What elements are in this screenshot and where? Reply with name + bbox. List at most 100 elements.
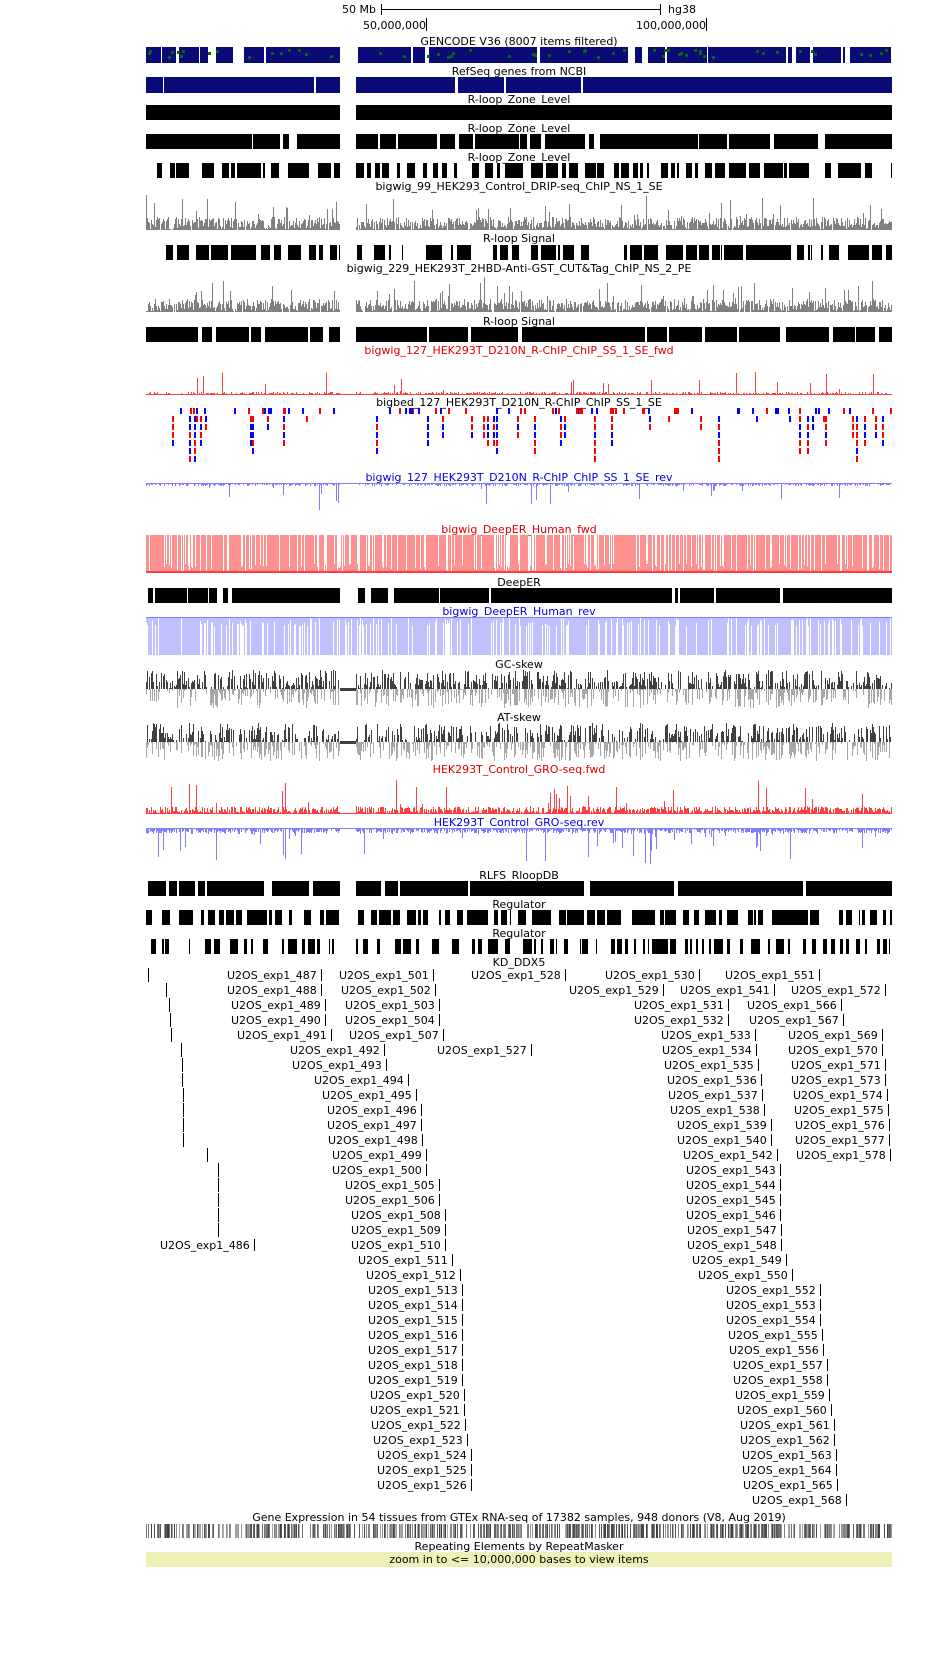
kd-ddx5-feature[interactable]: U2OS_exp1_502 (341, 984, 436, 997)
kd-ddx5-feature[interactable]: U2OS_exp1_534 (662, 1044, 757, 1057)
track-dense[interactable] (146, 134, 892, 149)
track-blue_wig_low[interactable] (146, 483, 892, 521)
kd-ddx5-feature[interactable]: U2OS_exp1_562 (740, 1434, 835, 1447)
kd-ddx5-feature[interactable]: U2OS_exp1_572 (791, 984, 886, 997)
kd-ddx5-feature[interactable]: U2OS_exp1_567 (749, 1014, 844, 1027)
track-label[interactable]: bigwig_127_HEK293T_D210N_R-ChIP_ChIP_SS_… (364, 344, 674, 357)
kd-ddx5-feature[interactable]: U2OS_exp1_550 (698, 1269, 793, 1282)
kd-ddx5-feature-mark[interactable] (218, 1223, 219, 1237)
kd-ddx5-feature[interactable]: U2OS_exp1_548 (687, 1239, 782, 1252)
kd-ddx5-feature[interactable]: U2OS_exp1_530 (605, 969, 700, 982)
kd-ddx5-feature-mark[interactable] (183, 1118, 184, 1132)
track-red_wig_low[interactable] (146, 358, 892, 395)
track-dense[interactable] (146, 588, 892, 603)
kd-ddx5-feature[interactable]: U2OS_exp1_499 (332, 1149, 427, 1162)
track-dense[interactable] (146, 881, 892, 896)
kd-ddx5-feature[interactable]: U2OS_exp1_495 (322, 1089, 417, 1102)
kd-ddx5-feature[interactable]: U2OS_exp1_506 (345, 1194, 440, 1207)
track-refseq[interactable] (146, 77, 892, 93)
track-label[interactable]: bigwig_99_HEK293_Control_DRIP-seq_ChIP_N… (375, 180, 663, 193)
kd-ddx5-feature[interactable]: U2OS_exp1_546 (686, 1209, 781, 1222)
kd-ddx5-feature[interactable]: U2OS_exp1_536 (667, 1074, 762, 1087)
kd-ddx5-feature[interactable]: U2OS_exp1_543 (686, 1164, 781, 1177)
kd-ddx5-feature[interactable]: U2OS_exp1_524 (377, 1449, 472, 1462)
track-sparse2[interactable] (146, 939, 892, 954)
kd-ddx5-feature[interactable]: U2OS_exp1_549 (692, 1254, 787, 1267)
kd-ddx5-feature[interactable]: U2OS_exp1_504 (345, 1014, 440, 1027)
kd-ddx5-feature[interactable]: U2OS_exp1_557 (733, 1359, 828, 1372)
kd-ddx5-feature[interactable]: U2OS_exp1_508 (351, 1209, 446, 1222)
kd-ddx5-feature[interactable]: U2OS_exp1_552 (726, 1284, 821, 1297)
kd-ddx5-feature[interactable]: U2OS_exp1_544 (686, 1179, 781, 1192)
kd-ddx5-feature-mark[interactable] (182, 1058, 183, 1072)
kd-ddx5-feature[interactable]: U2OS_exp1_510 (351, 1239, 446, 1252)
kd-ddx5-feature[interactable]: U2OS_exp1_566 (747, 999, 842, 1012)
kd-ddx5-feature[interactable]: U2OS_exp1_494 (314, 1074, 409, 1087)
kd-ddx5-feature[interactable]: U2OS_exp1_512 (366, 1269, 461, 1282)
kd-ddx5-feature[interactable]: U2OS_exp1_497 (327, 1119, 422, 1132)
kd-ddx5-feature[interactable]: U2OS_exp1_540 (677, 1134, 772, 1147)
track-label[interactable]: Regulator (492, 898, 546, 911)
track-solid[interactable] (146, 105, 892, 120)
kd-ddx5-feature[interactable]: U2OS_exp1_541 (680, 984, 775, 997)
kd-ddx5-feature[interactable]: U2OS_exp1_537 (668, 1089, 763, 1102)
kd-ddx5-feature[interactable]: U2OS_exp1_578 (796, 1149, 891, 1162)
kd-ddx5-feature[interactable]: U2OS_exp1_500 (332, 1164, 427, 1177)
kd-ddx5-feature[interactable]: U2OS_exp1_533 (661, 1029, 756, 1042)
kd-ddx5-feature[interactable]: U2OS_exp1_517 (368, 1344, 463, 1357)
track-label[interactable]: R-loop Signal (483, 232, 555, 245)
kd-ddx5-feature[interactable]: U2OS_exp1_551 (725, 969, 820, 982)
track-label[interactable]: KD_DDX5 (492, 956, 546, 969)
kd-ddx5-feature[interactable]: U2OS_exp1_520 (370, 1389, 465, 1402)
kd-ddx5-feature-mark[interactable] (170, 1013, 171, 1027)
kd-ddx5-feature[interactable]: U2OS_exp1_569 (788, 1029, 883, 1042)
gtex-track-label[interactable]: Gene Expression in 54 tissues from GTEx … (252, 1511, 786, 1524)
track-label[interactable]: RLFS_RloopDB (479, 869, 559, 882)
track-gray_wig[interactable] (146, 193, 892, 230)
kd-ddx5-feature[interactable]: U2OS_exp1_488 (227, 984, 322, 997)
kd-ddx5-feature[interactable]: U2OS_exp1_558 (733, 1374, 828, 1387)
track-label[interactable]: R-loop_Zone_Level (467, 93, 571, 106)
kd-ddx5-feature[interactable]: U2OS_exp1_554 (726, 1314, 821, 1327)
kd-ddx5-feature[interactable]: U2OS_exp1_542 (683, 1149, 778, 1162)
track-label[interactable]: Regulator (492, 927, 546, 940)
kd-ddx5-feature[interactable]: U2OS_exp1_571 (791, 1059, 886, 1072)
track-label[interactable]: DeepER (497, 576, 541, 589)
kd-ddx5-feature[interactable]: U2OS_exp1_492 (290, 1044, 385, 1057)
kd-ddx5-feature[interactable]: U2OS_exp1_490 (231, 1014, 326, 1027)
kd-ddx5-feature[interactable]: U2OS_exp1_496 (327, 1104, 422, 1117)
kd-ddx5-feature[interactable]: U2OS_exp1_563 (742, 1449, 837, 1462)
kd-ddx5-feature[interactable]: U2OS_exp1_515 (368, 1314, 463, 1327)
kd-ddx5-feature-mark[interactable] (183, 1088, 184, 1102)
kd-ddx5-feature[interactable]: U2OS_exp1_559 (735, 1389, 830, 1402)
track-label[interactable]: bigwig_DeepER_Human_rev (442, 605, 596, 618)
kd-ddx5-feature[interactable]: U2OS_exp1_570 (788, 1044, 883, 1057)
kd-ddx5-feature[interactable]: U2OS_exp1_519 (368, 1374, 463, 1387)
track-sparse[interactable] (146, 163, 892, 178)
kd-ddx5-feature[interactable]: U2OS_exp1_498 (328, 1134, 423, 1147)
track-label[interactable]: R-loop Signal (483, 315, 555, 328)
track-label[interactable]: GENCODE V36 (8007 items filtered) (420, 35, 618, 48)
kd-ddx5-feature[interactable]: U2OS_exp1_525 (377, 1464, 472, 1477)
track-label[interactable]: HEK293T_Control_GRO-seq.fwd (432, 763, 606, 776)
kd-ddx5-feature[interactable]: U2OS_exp1_538 (670, 1104, 765, 1117)
kd-ddx5-feature[interactable]: U2OS_exp1_573 (791, 1074, 886, 1087)
kd-ddx5-feature[interactable]: U2OS_exp1_555 (728, 1329, 823, 1342)
kd-ddx5-feature-mark[interactable] (166, 983, 167, 997)
track-gencode[interactable] (146, 47, 892, 63)
kd-ddx5-feature-mark[interactable] (183, 1103, 184, 1117)
kd-ddx5-feature[interactable]: U2OS_exp1_545 (686, 1194, 781, 1207)
track-sparse[interactable] (146, 245, 892, 260)
track-dense[interactable] (146, 327, 892, 342)
kd-ddx5-feature[interactable]: U2OS_exp1_516 (368, 1329, 463, 1342)
kd-ddx5-feature[interactable]: U2OS_exp1_514 (368, 1299, 463, 1312)
track-blue_fill[interactable] (146, 617, 892, 655)
kd-ddx5-feature[interactable]: U2OS_exp1_539 (677, 1119, 772, 1132)
kd-ddx5-feature[interactable]: U2OS_exp1_560 (737, 1404, 832, 1417)
kd-ddx5-feature[interactable]: U2OS_exp1_565 (743, 1479, 838, 1492)
kd-ddx5-feature-mark[interactable] (218, 1163, 219, 1177)
kd-ddx5-feature[interactable]: U2OS_exp1_535 (664, 1059, 759, 1072)
track-blue_wig_mid[interactable] (146, 828, 892, 866)
gtex-track[interactable] (146, 1524, 892, 1538)
track-label[interactable]: AT-skew (497, 711, 541, 724)
